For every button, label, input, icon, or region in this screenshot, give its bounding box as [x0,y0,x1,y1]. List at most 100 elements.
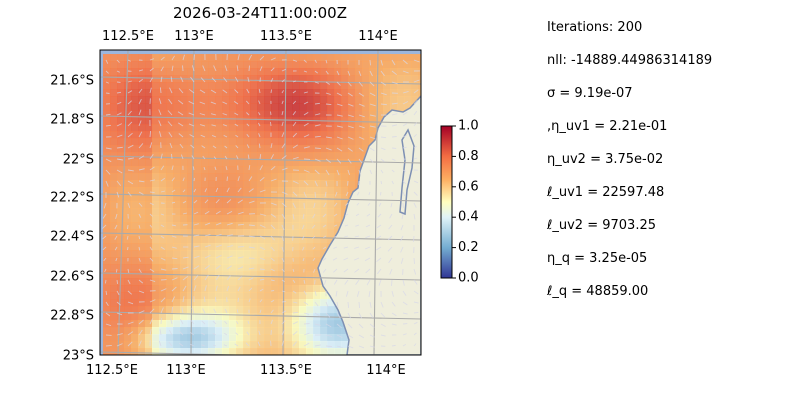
heatmap-cell [145,103,153,111]
heatmap-cell [215,131,223,139]
heatmap-cell [292,159,300,167]
heatmap-cell [362,61,370,69]
heatmap-cell [327,236,335,244]
heatmap-cell [355,103,363,111]
heatmap-cell [180,334,188,342]
heatmap-cell [348,145,356,153]
heatmap-cell [131,236,139,244]
vector-arrow [177,111,184,116]
heatmap-cell [313,292,321,300]
heatmap-cell [292,187,300,195]
heatmap-cell [194,257,202,265]
stat-line: ℓ_uv1 = 22597.48 [547,185,665,200]
vector-arrow [270,165,276,171]
heatmap-cell [173,124,181,132]
heatmap-cell [229,61,237,69]
vector-arrow [235,321,239,325]
heatmap-cell [131,180,139,188]
vector-arrow [224,145,228,149]
heatmap-cell [215,341,223,349]
heatmap-cell [166,250,174,258]
heatmap-cell [264,117,272,125]
heatmap-cell [376,96,384,104]
heatmap-cell [208,82,216,90]
vector-arrow [225,165,228,171]
vector-arrow [248,235,255,238]
heatmap-cell [159,117,167,125]
heatmap-cell [299,292,307,300]
heatmap-cell [348,110,356,118]
heatmap-cell [369,75,377,83]
heatmap-cell [138,75,146,83]
heatmap-cell [250,159,258,167]
heatmap-cell [229,222,237,230]
vector-arrow [215,199,220,204]
vector-arrow [402,70,409,74]
vector-arrow [199,113,206,116]
colorbar-tick-label: 0.8 [458,149,479,164]
vector-arrow [237,187,242,193]
vector-arrow [270,309,274,314]
heatmap-cell [124,243,132,251]
vector-arrow [358,125,365,129]
heatmap-cell [152,103,160,111]
heatmap-cell [103,243,111,251]
vector-arrow [138,268,142,274]
heatmap-cell [306,173,314,181]
heatmap-cell [145,54,153,62]
vector-arrow [347,125,354,129]
heatmap-cell [152,292,160,300]
heatmap-cell [124,173,132,181]
heatmap-cell [411,96,419,104]
heatmap-cell [110,166,118,174]
vector-arrow [189,88,195,94]
heatmap-cell [327,96,335,104]
vector-arrow [333,213,338,217]
heatmap-cell [173,229,181,237]
heatmap-cell [166,54,174,62]
heatmap-cell [271,292,279,300]
heatmap-cell [327,166,335,174]
heatmap-cell [145,320,153,328]
heatmap-cell [145,173,153,181]
heatmap-cell [257,145,265,153]
heatmap-cell [397,103,405,111]
vector-arrow [292,90,297,94]
vector-arrow [127,202,131,208]
vector-arrow [102,246,107,251]
heatmap-cell [257,271,265,279]
heatmap-cell [292,236,300,244]
heatmap-cell [306,124,314,132]
vector-arrow [358,158,363,164]
vector-arrow [312,213,316,219]
vector-arrow [222,124,228,127]
vector-arrow [358,323,364,329]
vector-arrow [234,343,239,347]
heatmap-cell [334,166,342,174]
heatmap-cell [306,327,314,335]
vector-arrow [171,153,173,160]
heatmap-cell [103,250,111,258]
heatmap-cell [215,257,223,265]
heatmap-cell [145,292,153,300]
heatmap-cell [229,103,237,111]
vector-arrow [193,200,198,204]
heatmap-cell [166,131,174,139]
vector-arrow [281,279,285,283]
vector-arrow [302,213,305,220]
heatmap-cell [362,89,370,97]
heatmap-cell [320,194,328,202]
heatmap-cell [124,292,132,300]
vector-arrow [377,213,382,218]
vector-arrow [149,279,156,283]
heatmap-cell [313,264,321,272]
heatmap-cell [173,152,181,160]
heatmap-cell [334,54,342,62]
heatmap-cell [264,243,272,251]
heatmap-cell [117,327,125,335]
vector-arrow [336,312,341,319]
heatmap-cell [117,285,125,293]
heatmap-cell [131,145,139,153]
vector-arrow [138,257,141,262]
heatmap-cell [222,173,230,181]
